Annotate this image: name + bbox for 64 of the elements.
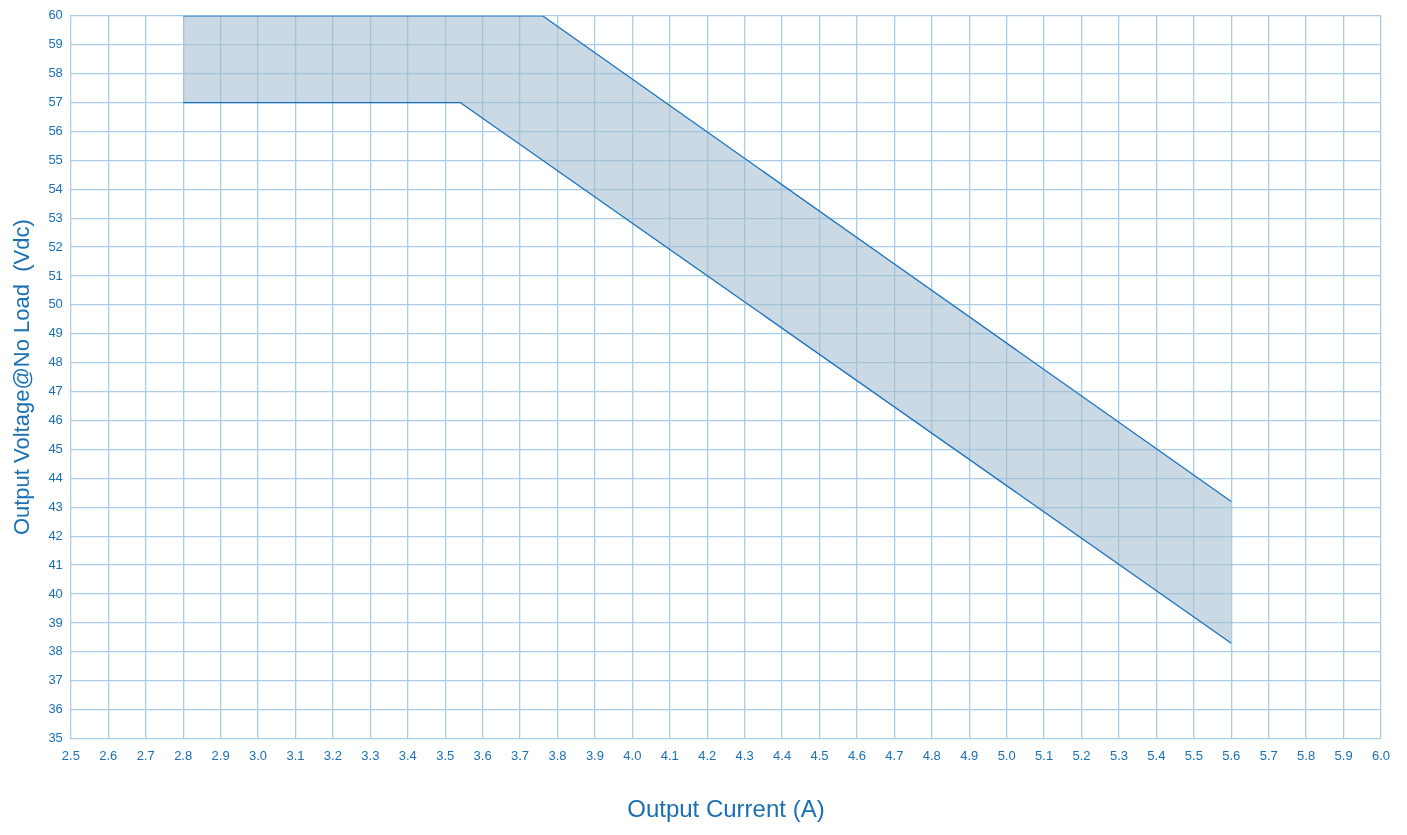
x-tick-label: 5.4 (1147, 747, 1166, 763)
x-tick-label: 4.8 (922, 747, 941, 763)
x-tick-label: 3.1 (286, 747, 305, 763)
x-tick-label: 3.5 (436, 747, 455, 763)
y-tick-label: 37 (48, 672, 63, 688)
y-tick-label: 35 (48, 730, 63, 746)
y-tick-label: 58 (48, 65, 63, 81)
x-tick-label: 3.4 (398, 747, 417, 763)
y-tick-label: 59 (48, 36, 63, 52)
x-tick-label: 5.3 (1109, 747, 1129, 763)
x-tick-label: 5.6 (1222, 747, 1241, 763)
x-tick-label: 4.2 (698, 747, 717, 763)
x-tick-label: 4.0 (623, 747, 642, 763)
y-tick-label: 60 (48, 7, 63, 23)
x-tick-label: 2.8 (174, 747, 193, 763)
x-tick-label: 4.3 (735, 747, 754, 763)
x-tick-label: 5.7 (1259, 747, 1278, 763)
y-tick-label: 46 (48, 412, 63, 428)
x-tick-label: 4.5 (810, 747, 829, 763)
x-tick-label: 4.4 (773, 747, 792, 763)
x-tick-label: 3.3 (361, 747, 380, 763)
y-tick-label: 40 (48, 585, 63, 601)
x-tick-label: 5.8 (1297, 747, 1316, 763)
x-tick-label: 5.5 (1184, 747, 1203, 763)
x-tick-label: 3.7 (511, 747, 530, 763)
x-tick-label: 4.1 (660, 747, 679, 763)
x-tick-label: 4.9 (960, 747, 979, 763)
x-tick-label: 5.1 (1035, 747, 1054, 763)
x-axis-title: Output Current (A) (627, 795, 825, 823)
y-tick-label: 48 (48, 354, 63, 370)
y-tick-label: 57 (48, 94, 63, 110)
y-tick-label: 49 (48, 325, 63, 341)
x-tick-label: 2.5 (61, 747, 80, 763)
y-tick-label: 54 (48, 180, 63, 196)
x-tick-label: 5.2 (1072, 747, 1091, 763)
y-tick-label: 41 (48, 556, 63, 572)
x-tick-label: 2.7 (136, 747, 155, 763)
x-tick-label: 3.8 (548, 747, 567, 763)
y-tick-label: 50 (48, 296, 63, 312)
y-tick-label: 43 (48, 498, 63, 514)
x-tick-label: 5.9 (1334, 747, 1353, 763)
x-tick-label: 4.6 (847, 747, 866, 763)
y-tick-label: 53 (48, 209, 63, 225)
x-tick-label: 3.6 (473, 747, 492, 763)
y-tick-label: 56 (48, 123, 63, 139)
y-tick-label: 44 (48, 469, 63, 485)
x-tick-label: 2.9 (211, 747, 230, 763)
y-tick-label: 52 (48, 238, 63, 254)
x-tick-label: 3.9 (585, 747, 604, 763)
y-axis-title: Output Voltage@No Load (Vdc) (9, 219, 35, 536)
y-tick-label: 38 (48, 643, 63, 659)
x-tick-label: 3.0 (248, 747, 268, 763)
y-tick-label: 51 (48, 267, 63, 283)
y-tick-label: 45 (48, 441, 63, 457)
x-tick-label: 2.6 (99, 747, 118, 763)
y-tick-label: 55 (48, 151, 63, 167)
x-tick-label: 6.0 (1371, 747, 1391, 763)
y-tick-label: 36 (48, 701, 63, 717)
y-tick-label: 39 (48, 614, 63, 630)
x-tick-label: 5.0 (997, 747, 1016, 763)
x-tick-label: 3.2 (323, 747, 342, 763)
y-tick-label: 42 (48, 527, 63, 543)
x-tick-label: 4.7 (885, 747, 904, 763)
y-tick-label: 47 (48, 383, 63, 399)
